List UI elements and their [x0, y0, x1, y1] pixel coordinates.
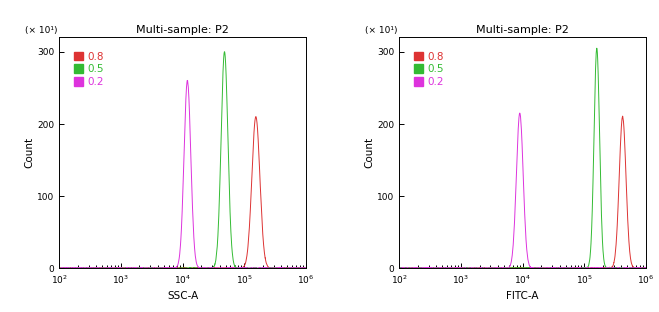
Y-axis label: Count: Count: [364, 137, 374, 168]
Title: Multi-sample: P2: Multi-sample: P2: [476, 25, 569, 35]
Text: (× 10¹): (× 10¹): [365, 26, 397, 35]
Legend: 0.8, 0.5, 0.2: 0.8, 0.5, 0.2: [72, 50, 106, 89]
Y-axis label: Count: Count: [24, 137, 34, 168]
X-axis label: SSC-A: SSC-A: [167, 291, 198, 301]
Text: (× 10¹): (× 10¹): [25, 26, 57, 35]
X-axis label: FITC-A: FITC-A: [506, 291, 539, 301]
Title: Multi-sample: P2: Multi-sample: P2: [136, 25, 229, 35]
Legend: 0.8, 0.5, 0.2: 0.8, 0.5, 0.2: [412, 50, 446, 89]
